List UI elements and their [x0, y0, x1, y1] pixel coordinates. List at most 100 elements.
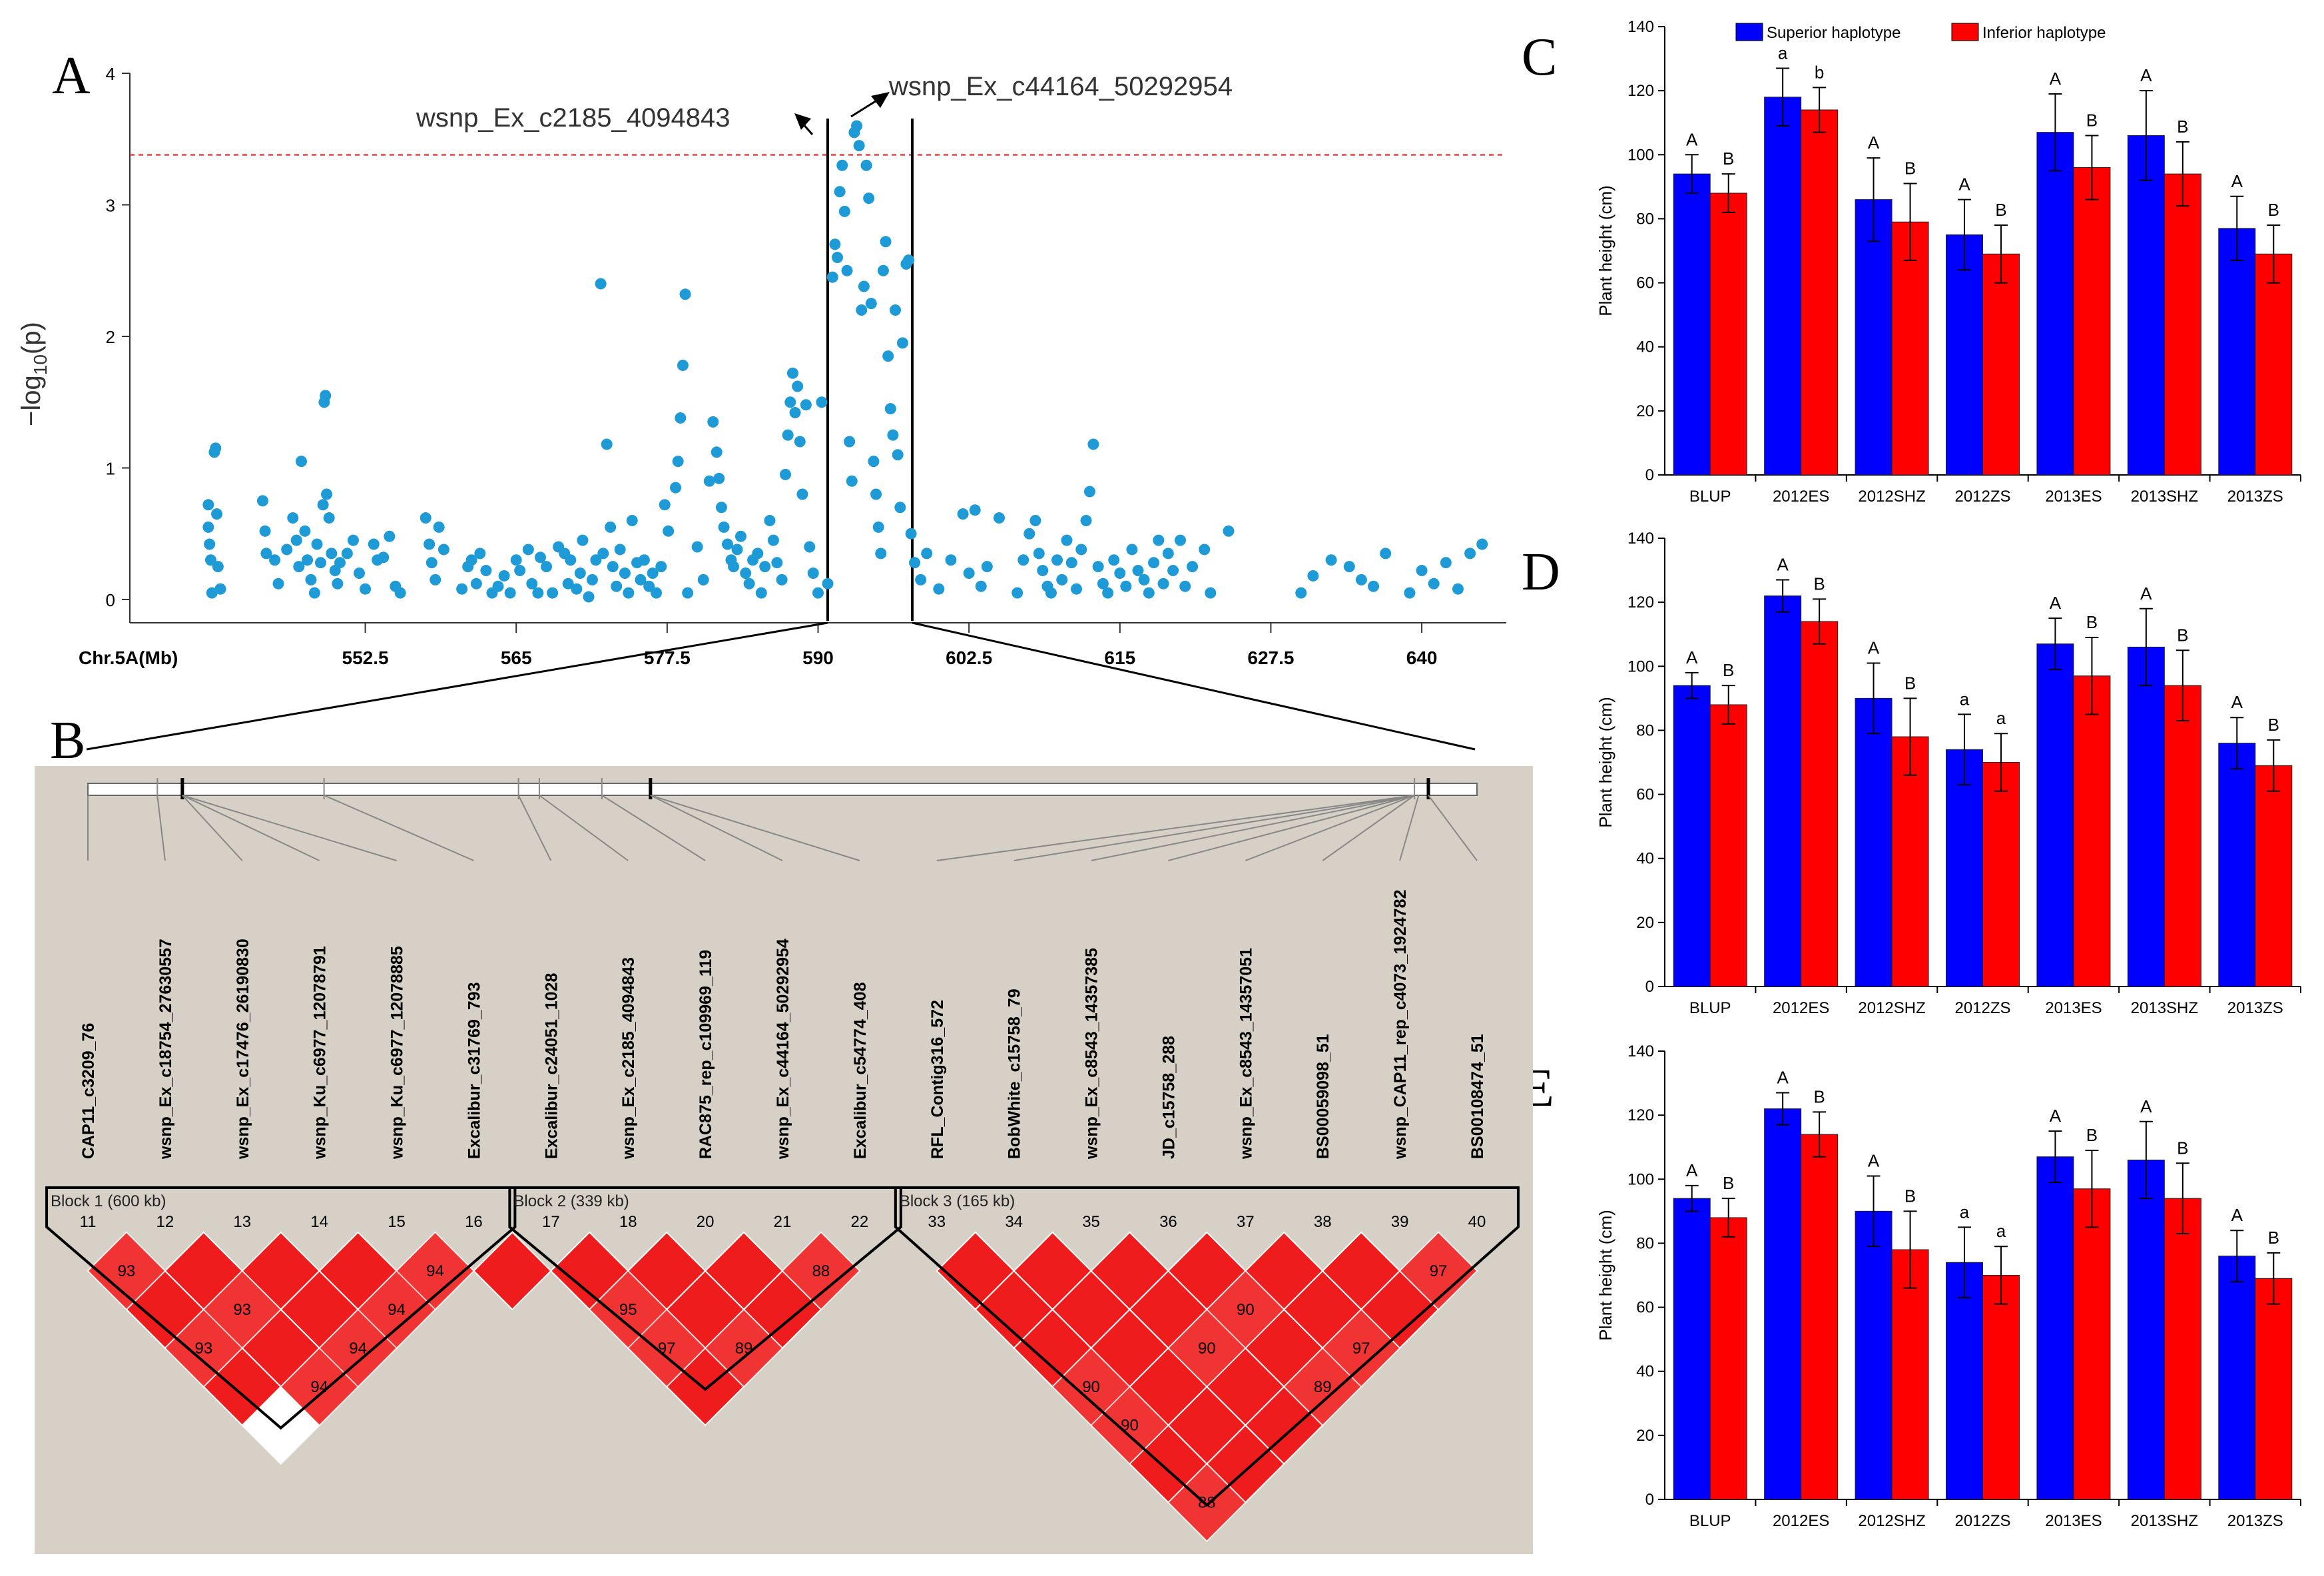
snp-point [707, 416, 719, 428]
y-tick-label: 140 [1627, 530, 1654, 548]
snp-point [498, 570, 510, 582]
snp-index: 17 [542, 1213, 560, 1231]
snp-point [287, 512, 299, 524]
snp-point [804, 541, 816, 553]
snp-point [868, 456, 880, 468]
snp-point [1017, 554, 1029, 566]
snp-point [1051, 554, 1063, 566]
snp-point [354, 568, 365, 579]
snp-point [256, 495, 268, 507]
snp-connector [650, 795, 860, 861]
snp-point [865, 298, 877, 310]
snp-point [1132, 565, 1144, 577]
y-tick-label: 40 [1636, 1363, 1654, 1381]
snp-point [767, 534, 779, 546]
ld-cell-value: 89 [735, 1340, 753, 1358]
snp-point [586, 574, 598, 586]
snp-point [703, 475, 715, 487]
snp-name: RFL_Contig316_572 [928, 1000, 947, 1159]
ld-block-outline [894, 1186, 1520, 1507]
snp-point [884, 403, 896, 415]
snp-point [601, 438, 613, 450]
snp-name: wsnp_CAP11_rep_c4073_1924782 [1391, 890, 1410, 1160]
y-tick-label: 2 [106, 327, 115, 347]
bar [1709, 1217, 1747, 1500]
snp-point [1045, 587, 1057, 599]
snp-point [1108, 554, 1120, 566]
snp-point [851, 120, 863, 132]
bar [1891, 221, 1929, 476]
snp-point [841, 264, 853, 276]
snp-point [1092, 561, 1104, 573]
snp-point [718, 521, 730, 533]
snp-point [522, 544, 534, 556]
significance-label: A [2050, 1106, 2062, 1126]
x-tick-label: 640 [1406, 647, 1438, 668]
ld-cell-value: 94 [388, 1301, 406, 1319]
snp-name: wsnp_Ex_c44164_50292954 [774, 939, 792, 1160]
x-tick-label: BLUP [1689, 488, 1731, 506]
significance-label: A [1868, 637, 1880, 657]
snp-name: Excalibur_c31769_793 [465, 983, 483, 1160]
y-tick-label: 20 [1636, 1427, 1654, 1445]
snp-point [909, 557, 921, 569]
snp-point [882, 350, 894, 362]
x-tick-label: 2012ZS [1954, 488, 2010, 506]
snp-point [1452, 583, 1464, 595]
snp-point [626, 515, 638, 526]
snp-point [826, 271, 838, 283]
snp-point [426, 557, 437, 569]
snp-name: wsnp_Ex_c17476_26190830 [234, 939, 252, 1160]
snp-point [663, 525, 675, 537]
snp-name: wsnp_Ex_c2185_4094843 [619, 957, 638, 1160]
snp-point [202, 521, 214, 533]
bar [1855, 697, 1892, 987]
snp-point [975, 580, 987, 592]
ld-cell-value: 89 [1314, 1378, 1332, 1396]
snp-point [1464, 548, 1476, 560]
snp-point [302, 554, 314, 566]
ld-cell-value: 94 [426, 1262, 444, 1280]
snp-point [880, 236, 892, 248]
snp-index: 40 [1468, 1213, 1486, 1231]
snp-connector [1322, 795, 1415, 861]
y-tick-label: 60 [1636, 274, 1654, 292]
snp-point [1162, 548, 1174, 560]
snp-point [378, 552, 390, 564]
snp-name: BS00059098_51 [1314, 1034, 1332, 1159]
snp-point [969, 504, 981, 516]
snp-point [1157, 578, 1169, 590]
snp-name: wsnp_Ex_c8543_14357385 [1083, 948, 1101, 1160]
snp-index: 21 [774, 1213, 792, 1231]
snp-point [1037, 565, 1049, 577]
ld-heatmap: CAP11_c3209_76 wsnp_Ex_c18754_27630557 wsn… [45, 778, 1520, 1542]
snp-index: 16 [465, 1213, 483, 1231]
x-tick-label: 2013SHZ [2131, 1512, 2198, 1530]
panel-label-c: C [1522, 28, 1557, 87]
y-tick-label: 0 [106, 590, 115, 610]
snp-point [1087, 438, 1099, 450]
snp-point [583, 591, 595, 603]
legend-swatch [1951, 23, 1979, 41]
snp-point [993, 512, 1005, 524]
y-axis-label: Plant height (cm) [1596, 185, 1615, 316]
snp-point [915, 574, 927, 586]
snp-point [846, 475, 858, 487]
ld-cell-value: 88 [812, 1262, 830, 1280]
snp-connector [182, 795, 397, 861]
bar [1673, 173, 1711, 476]
snp-point [1023, 528, 1035, 540]
snp-point [771, 557, 783, 569]
snp-point [1120, 580, 1132, 592]
snp-point [752, 548, 764, 560]
ld-cell-value: 90 [1237, 1301, 1255, 1319]
significance-label: A [1686, 1160, 1698, 1180]
significance-label: a [1960, 1202, 1970, 1222]
snp-point [844, 436, 856, 448]
snp-point [341, 548, 353, 560]
snp-point [675, 412, 687, 424]
snp-point [816, 396, 828, 408]
ld-cell-value: 90 [1082, 1378, 1100, 1396]
x-tick-label: BLUP [1689, 999, 1731, 1017]
